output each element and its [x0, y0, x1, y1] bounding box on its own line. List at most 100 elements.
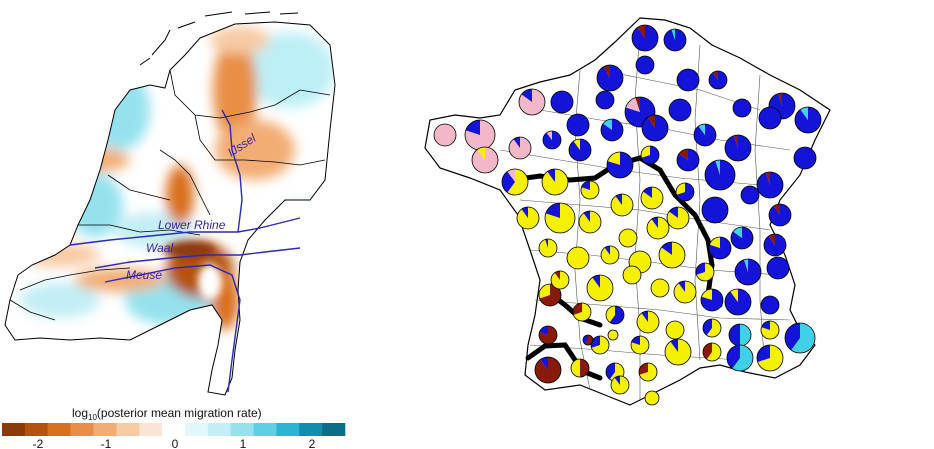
pie-chart	[542, 130, 562, 150]
pie-chart	[702, 342, 722, 362]
legend-swatch	[24, 423, 49, 436]
wadden-islands	[139, 11, 299, 66]
pie-chart	[766, 256, 790, 280]
pie-outline	[708, 236, 732, 260]
pie-slice-blue	[678, 281, 685, 292]
pie-chart	[635, 55, 655, 75]
pie-chart	[730, 226, 754, 250]
legend-swatch	[184, 423, 209, 436]
pie-outline	[538, 283, 562, 307]
legend-swatch	[47, 423, 71, 436]
pie-outline	[566, 246, 590, 270]
pie-slice-brown	[765, 172, 770, 185]
pie-chart	[471, 146, 499, 174]
pie-slice-brown	[733, 135, 738, 148]
pie-chart	[631, 24, 659, 52]
pie-outline	[724, 288, 752, 316]
pie-chart	[646, 216, 670, 240]
pie-slice-yellow	[571, 359, 580, 377]
legend-tick-label: -2	[33, 437, 44, 449]
pie-slice-yellow	[647, 217, 670, 240]
france-map	[424, 17, 831, 406]
pie-outline	[596, 64, 624, 92]
pie-chart	[544, 202, 576, 234]
pie-outline	[570, 358, 590, 378]
pie-chart	[433, 123, 457, 147]
pie-slice-blue	[695, 263, 705, 275]
pie-chart	[572, 302, 592, 322]
pie-slice-yellow	[706, 319, 722, 337]
pie-outline	[605, 305, 625, 325]
pie-slice-blue	[756, 345, 770, 363]
pie-outline	[541, 168, 569, 196]
pie-slice-yellow	[730, 289, 738, 302]
pie-slice-yellow	[611, 376, 630, 394]
pie-slice-blue	[701, 289, 724, 311]
pie-outline	[676, 148, 700, 172]
pie-slice-brown	[777, 93, 782, 106]
pie-chart	[695, 262, 715, 282]
pie-chart	[666, 206, 690, 230]
pie-slice-blue	[761, 296, 779, 314]
pie-chart	[605, 305, 625, 325]
pie-outline	[763, 233, 787, 257]
pie-chart	[756, 171, 784, 199]
pie-chart	[501, 168, 529, 196]
pie-slice-blue	[547, 169, 555, 182]
pie-chart	[708, 70, 728, 90]
pie-slice-brown	[647, 115, 655, 128]
pie-chart	[586, 274, 614, 302]
pie-chart	[534, 356, 562, 384]
pie-chart	[508, 136, 532, 160]
pie-slice-yellow	[551, 271, 570, 289]
legend-tick-labels: -2 -1 0 1 2	[33, 437, 316, 449]
pie-slice-yellow	[606, 306, 615, 323]
pie-outline	[635, 55, 655, 75]
pie-slice-brown	[712, 71, 718, 80]
pie-slice-yellow	[579, 211, 602, 233]
pie-chart	[640, 145, 660, 165]
pie-chart	[600, 118, 624, 142]
pie-slice-blue	[631, 336, 640, 345]
pie-chart	[550, 90, 574, 114]
legend-swatch	[162, 423, 186, 436]
pie-slice-blue	[670, 339, 678, 352]
pie-slice-blue	[669, 99, 691, 121]
pie-chart	[600, 245, 620, 265]
pie-outline	[600, 245, 620, 265]
pie-chart	[676, 68, 700, 92]
pie-slice-pink	[509, 137, 532, 159]
pie-chart	[570, 358, 590, 378]
pie-outline	[518, 88, 546, 116]
pie-chart	[794, 106, 822, 134]
pie-chart	[734, 258, 762, 286]
pie-slice-pink	[434, 124, 456, 146]
pie-chart	[676, 148, 700, 172]
pie-chart	[664, 338, 692, 366]
pie-slice-blue	[785, 323, 800, 351]
pie-outline	[675, 182, 695, 202]
pie-chart	[708, 236, 732, 260]
netherlands-outline	[4, 21, 336, 396]
pie-chart	[638, 362, 658, 382]
pie-outline	[768, 203, 792, 227]
pie-chart	[793, 146, 817, 170]
pie-outline	[724, 134, 752, 162]
pie-outline	[676, 68, 700, 92]
pie-slice-pink	[465, 120, 496, 150]
pie-chart	[724, 288, 752, 316]
pie-slice-yellow	[659, 242, 686, 269]
pie-chart	[658, 241, 686, 269]
pie-slice-blue	[641, 146, 659, 165]
legend-swatch	[207, 423, 231, 436]
pie-outline	[664, 338, 692, 366]
pie-chart	[724, 134, 752, 162]
legend-color-bar	[2, 423, 346, 436]
pie-slice-blue	[661, 242, 672, 255]
pie-slice-brown	[773, 204, 780, 215]
pie-chart	[665, 320, 685, 340]
pie-slice-yellow	[545, 203, 575, 234]
pie-chart	[763, 233, 787, 257]
pie-outline	[673, 280, 697, 304]
pie-outline	[693, 123, 717, 147]
